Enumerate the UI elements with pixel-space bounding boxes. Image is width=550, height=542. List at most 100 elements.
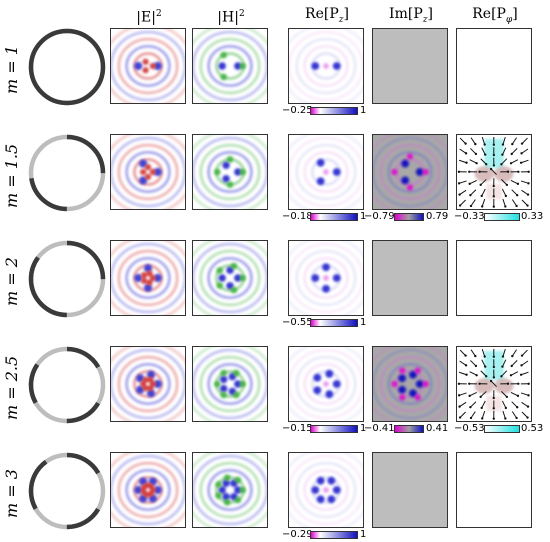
colorbar-min: −0.15 <box>282 422 313 436</box>
field-lobe <box>220 376 227 383</box>
vector-arrowhead <box>484 365 486 367</box>
colorbar-min: −0.18 <box>282 210 313 224</box>
field-lobe <box>317 177 325 185</box>
header-e-field: |E|2 <box>110 2 188 26</box>
field-lobe <box>216 282 223 289</box>
row-label: m = 2 <box>2 244 24 320</box>
vector-arrowhead <box>490 380 492 382</box>
field-lobe <box>233 392 240 399</box>
field-lobe <box>239 487 246 494</box>
vector-arrowhead <box>520 162 522 164</box>
vector-arrow <box>522 149 528 153</box>
phi-flux-region <box>494 378 513 394</box>
vector-arrowhead <box>493 417 495 419</box>
field-lobe <box>323 275 329 281</box>
colorbar-min: −0.29 <box>282 528 313 542</box>
vector-arrow <box>521 160 528 163</box>
vector-arrowhead <box>481 205 483 207</box>
header-im-pz: Im[Pz] <box>372 2 450 26</box>
field-lobe <box>317 495 325 503</box>
vector-arrowhead <box>493 154 495 156</box>
field-lobe <box>224 499 231 506</box>
ring-diagram <box>26 132 108 214</box>
field-map <box>457 135 531 209</box>
colorbar-gradient <box>484 425 520 433</box>
header-re-pphi: Re[Pφ] <box>456 2 534 26</box>
vector-arrowhead <box>501 153 503 155</box>
vector-arrow <box>460 190 467 194</box>
vector-arrowhead <box>493 376 495 378</box>
field-lobe <box>415 367 421 373</box>
vector-arrowhead <box>470 205 472 207</box>
vector-arrowhead <box>458 394 460 396</box>
panel-h-field <box>192 134 268 210</box>
vector-arrowhead <box>493 144 495 146</box>
field-lobe <box>140 169 146 175</box>
panel-re-pz <box>288 134 364 210</box>
header-re-pphi-text: Re[P <box>472 6 506 22</box>
vector-arrow <box>512 412 516 418</box>
field-map <box>193 347 267 421</box>
field-ring <box>111 456 185 524</box>
field-lobe <box>407 184 413 190</box>
vector-arrowhead <box>465 364 467 366</box>
colorbar-gradient <box>394 213 424 221</box>
field-lobe <box>399 394 405 400</box>
vector-arrowhead <box>458 182 460 184</box>
field-lobe <box>147 377 153 383</box>
vector-arrowhead <box>511 355 513 357</box>
panel-re-pz <box>288 452 364 528</box>
vector-arrowhead <box>500 163 502 165</box>
vector-arrowhead <box>484 153 486 155</box>
vector-arrowhead <box>505 407 507 409</box>
colorbar-max: 1 <box>360 316 366 330</box>
field-lobe <box>235 497 242 504</box>
row-label: m = 1 <box>2 32 24 108</box>
vector-arrowhead <box>517 395 519 397</box>
vector-arrowhead <box>480 396 482 398</box>
field-map <box>289 347 363 421</box>
field-map <box>111 241 185 315</box>
panel-re-pz <box>288 240 364 316</box>
field-lobe <box>391 381 397 387</box>
field-map <box>111 135 185 209</box>
vector-arrowhead <box>478 171 480 173</box>
field-map <box>111 347 185 421</box>
vector-arrow <box>460 412 466 417</box>
field-lobe <box>333 380 341 388</box>
field-lobe <box>239 381 246 388</box>
field-ring <box>193 32 267 100</box>
header-re-pz: Re[Pz] <box>288 2 366 26</box>
vector-arrowhead <box>521 354 523 356</box>
field-ring <box>373 138 447 206</box>
vector-arrowhead <box>516 194 518 196</box>
vector-arrow <box>522 412 528 418</box>
vector-arrow <box>522 350 527 356</box>
vector-arrowhead <box>480 184 482 186</box>
field-lobe <box>317 159 325 167</box>
field-lobe <box>215 481 222 488</box>
field-map <box>111 453 185 527</box>
panel-e-field <box>110 240 186 316</box>
panel-h-field <box>192 452 268 528</box>
vector-arrowhead <box>504 205 506 207</box>
vector-arrowhead <box>468 171 470 173</box>
vector-arrowhead <box>510 374 512 376</box>
colorbar-gradient <box>310 531 358 539</box>
field-lobe <box>401 160 409 168</box>
vector-arrowhead <box>465 162 467 164</box>
vector-arrowhead <box>458 383 460 385</box>
field-lobe <box>148 483 154 489</box>
panel-e-field <box>110 346 186 422</box>
panel-h-field <box>192 346 268 422</box>
panel-re-pz <box>288 28 364 104</box>
field-lobe <box>224 474 231 481</box>
ring-diagram <box>26 238 108 320</box>
vector-arrowhead <box>493 397 495 399</box>
colorbar-max: 0.41 <box>426 422 448 436</box>
